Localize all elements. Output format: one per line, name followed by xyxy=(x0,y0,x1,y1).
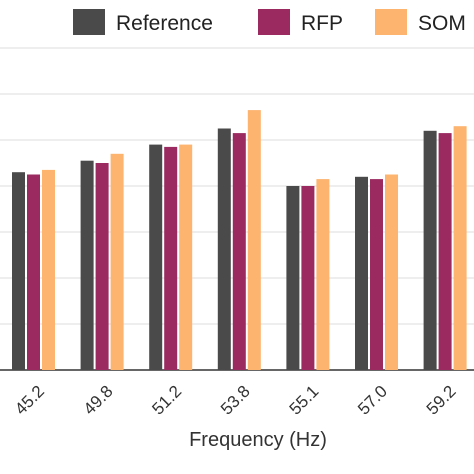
bar-som-57.0 xyxy=(385,174,398,370)
bar-rfp-51.2 xyxy=(164,146,178,370)
bar-rfp-59.2 xyxy=(438,133,452,370)
x-tick-labels: 45.2 49.8 51.2 53.8 55.1 57.0 59.2 xyxy=(11,382,459,419)
legend-label-som: SOM xyxy=(418,12,466,35)
bar-reference-59.2 xyxy=(423,130,437,370)
x-tick-label: 55.1 xyxy=(286,382,323,419)
legend-swatch-rfp xyxy=(258,9,290,35)
x-tick-label: 51.2 xyxy=(148,382,185,419)
bar-rfp-49.8 xyxy=(95,163,109,370)
bar-som-59.2 xyxy=(453,126,467,370)
bar-som-49.8 xyxy=(110,153,124,370)
x-tick-label: 53.8 xyxy=(217,382,254,419)
bar-reference-57.0 xyxy=(355,176,368,370)
bar-som-55.1 xyxy=(316,179,330,370)
bar-rfp-53.8 xyxy=(232,133,246,370)
bar-som-51.2 xyxy=(179,144,193,370)
x-tick-label: 59.2 xyxy=(423,382,460,419)
bar-som-45.2 xyxy=(42,169,55,370)
bar-som-53.8 xyxy=(247,110,261,370)
bar-reference-53.8 xyxy=(217,128,231,370)
x-tick-label: 45.2 xyxy=(11,382,48,419)
legend-label-reference: Reference xyxy=(116,12,213,35)
legend-swatch-som xyxy=(375,9,407,35)
bars xyxy=(12,110,467,370)
x-axis-title: Frequency (Hz) xyxy=(189,429,327,451)
bar-rfp-57.0 xyxy=(370,179,383,370)
legend: Reference RFP SOM xyxy=(73,9,466,35)
bar-rfp-45.2 xyxy=(27,174,40,370)
bar-reference-45.2 xyxy=(12,172,25,370)
x-tick-label: 49.8 xyxy=(80,382,117,419)
bar-reference-49.8 xyxy=(80,160,94,370)
legend-label-rfp: RFP xyxy=(301,12,343,35)
bar-reference-55.1 xyxy=(286,186,300,370)
bar-reference-51.2 xyxy=(149,144,163,370)
x-tick-label: 57.0 xyxy=(354,382,391,419)
legend-swatch-reference xyxy=(73,9,105,35)
bar-rfp-55.1 xyxy=(301,186,315,370)
